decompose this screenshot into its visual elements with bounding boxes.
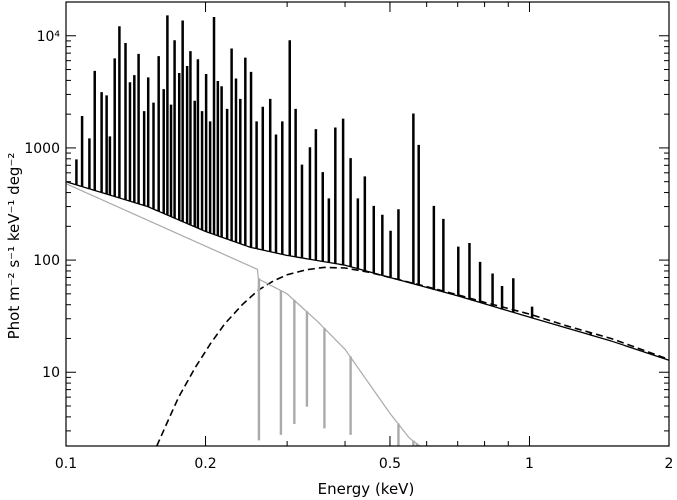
plot-area: [66, 15, 669, 446]
x-tick-label: 1: [525, 456, 534, 472]
axes-layer: 0.1 0.2 0.5 1 2 10 100 1000 10⁴: [24, 1, 674, 472]
x-tick-label: 0.1: [55, 456, 77, 472]
dashed-model-line: [156, 266, 669, 446]
y-tick-label: 10⁴: [37, 29, 61, 45]
y-tick-label: 10: [42, 365, 60, 381]
x-tick-label: 0.5: [379, 456, 401, 472]
gray-spectrum-line: [66, 183, 669, 446]
plot-frame: [65, 1, 670, 447]
x-tick-label: 0.2: [194, 456, 216, 472]
y-axis-title: Phot m⁻² s⁻¹ keV⁻¹ deg⁻²: [5, 153, 23, 340]
x-axis-title: Energy (keV): [318, 480, 415, 498]
y-tick-label: 1000: [24, 141, 60, 157]
total-spectrum-line: [66, 15, 669, 361]
y-tick-label: 100: [33, 253, 60, 269]
x-tick-label: 2: [665, 456, 674, 472]
series-layer: [66, 15, 669, 446]
